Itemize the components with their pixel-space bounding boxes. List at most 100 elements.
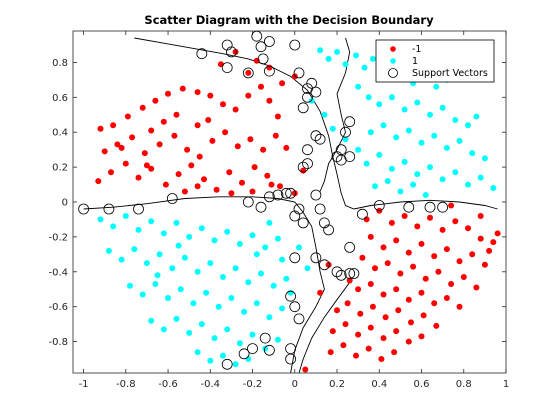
y-tick-label: -0.6: [48, 302, 68, 313]
support-vector-marker: [259, 332, 271, 344]
data-point: [236, 240, 243, 247]
data-point: [380, 244, 387, 251]
data-point: [184, 146, 191, 153]
data-point: [268, 181, 275, 188]
data-point: [418, 289, 425, 296]
data-point: [443, 144, 450, 151]
data-point: [418, 139, 425, 146]
data-point: [393, 286, 400, 293]
data-point: [247, 136, 254, 143]
support-vector-marker: [310, 189, 322, 201]
data-point: [253, 57, 260, 64]
data-point: [490, 239, 497, 246]
support-vector-marker: [314, 133, 326, 145]
data-point: [274, 113, 281, 120]
support-vector-marker: [344, 268, 356, 279]
data-point: [270, 282, 277, 289]
data-point: [114, 141, 121, 148]
x-tick-label: -0.8: [116, 379, 136, 390]
data-point: [118, 256, 125, 263]
data-point: [410, 263, 417, 270]
data-point: [414, 223, 421, 230]
data-point: [253, 300, 260, 307]
data-point: [369, 303, 376, 310]
data-point: [287, 289, 294, 296]
data-point: [194, 268, 201, 275]
data-point: [186, 233, 193, 240]
support-vector-marker: [263, 65, 275, 77]
data-point: [439, 226, 446, 233]
data-point: [156, 251, 163, 258]
support-vector-marker: [306, 77, 318, 89]
y-tick-label: 0.2: [52, 163, 68, 174]
data-point: [439, 104, 446, 111]
data-point: [405, 296, 412, 303]
data-point: [160, 230, 167, 237]
data-point: [207, 92, 214, 99]
data-point: [469, 251, 476, 258]
support-vector-marker: [297, 161, 309, 173]
data-point: [355, 83, 362, 90]
support-vector-marker: [247, 343, 258, 355]
data-point: [365, 94, 372, 101]
data-point: [355, 146, 362, 153]
data-point: [279, 256, 286, 263]
data-point: [266, 219, 273, 226]
support-vector-marker: [344, 241, 356, 253]
y-tick-label: 0.4: [52, 128, 68, 139]
data-point: [245, 279, 252, 286]
legend-label-support-vectors: Support Vectors: [412, 68, 488, 79]
y-axis: 0.8 0.6 0.4 0.2 0 -0.2 -0.4 -0.6 -0.8: [48, 58, 506, 348]
data-point: [397, 270, 404, 277]
data-point: [452, 169, 459, 176]
data-point: [264, 172, 271, 179]
data-point: [194, 183, 201, 190]
data-point: [173, 219, 180, 226]
data-point: [382, 314, 389, 321]
boundary-bottom-line: [298, 282, 351, 374]
data-point: [122, 160, 129, 167]
data-point: [367, 324, 374, 331]
data-point: [431, 132, 438, 139]
support-vector-marker: [302, 144, 313, 156]
support-vector-marker: [323, 224, 335, 236]
data-point: [357, 310, 364, 317]
data-point: [97, 216, 104, 223]
data-point: [342, 61, 349, 68]
data-point: [186, 329, 193, 336]
data-point: [393, 328, 400, 335]
legend-marker-negative: [390, 46, 396, 52]
data-point: [160, 326, 167, 333]
data-point: [408, 319, 414, 326]
support-vector-marker: [280, 187, 292, 199]
data-point: [372, 183, 378, 190]
support-vector-marker: [310, 252, 322, 264]
data-point: [143, 162, 150, 169]
data-point: [108, 169, 114, 176]
data-point: [452, 218, 459, 225]
support-vector-marker: [344, 116, 356, 128]
support-vector-marker: [289, 39, 301, 51]
data-point: [262, 244, 269, 251]
support-vector-marker: [221, 39, 233, 51]
data-point: [266, 64, 273, 71]
data-point: [232, 48, 239, 55]
data-point: [433, 322, 440, 329]
data-point: [414, 171, 421, 178]
data-point: [473, 284, 480, 291]
data-point: [118, 144, 125, 151]
support-vector-marker: [272, 189, 284, 201]
data-point: [448, 281, 455, 287]
support-vector-marker: [289, 252, 301, 264]
data-point: [334, 48, 340, 55]
data-point: [190, 300, 197, 307]
data-point: [232, 361, 239, 368]
data-point: [384, 178, 391, 185]
data-point: [433, 83, 440, 90]
support-vector-marker: [166, 193, 178, 204]
data-point: [334, 307, 340, 314]
support-vector-marker: [356, 208, 368, 220]
data-point: [469, 150, 476, 157]
data-point: [232, 265, 239, 272]
data-point: [418, 240, 425, 247]
